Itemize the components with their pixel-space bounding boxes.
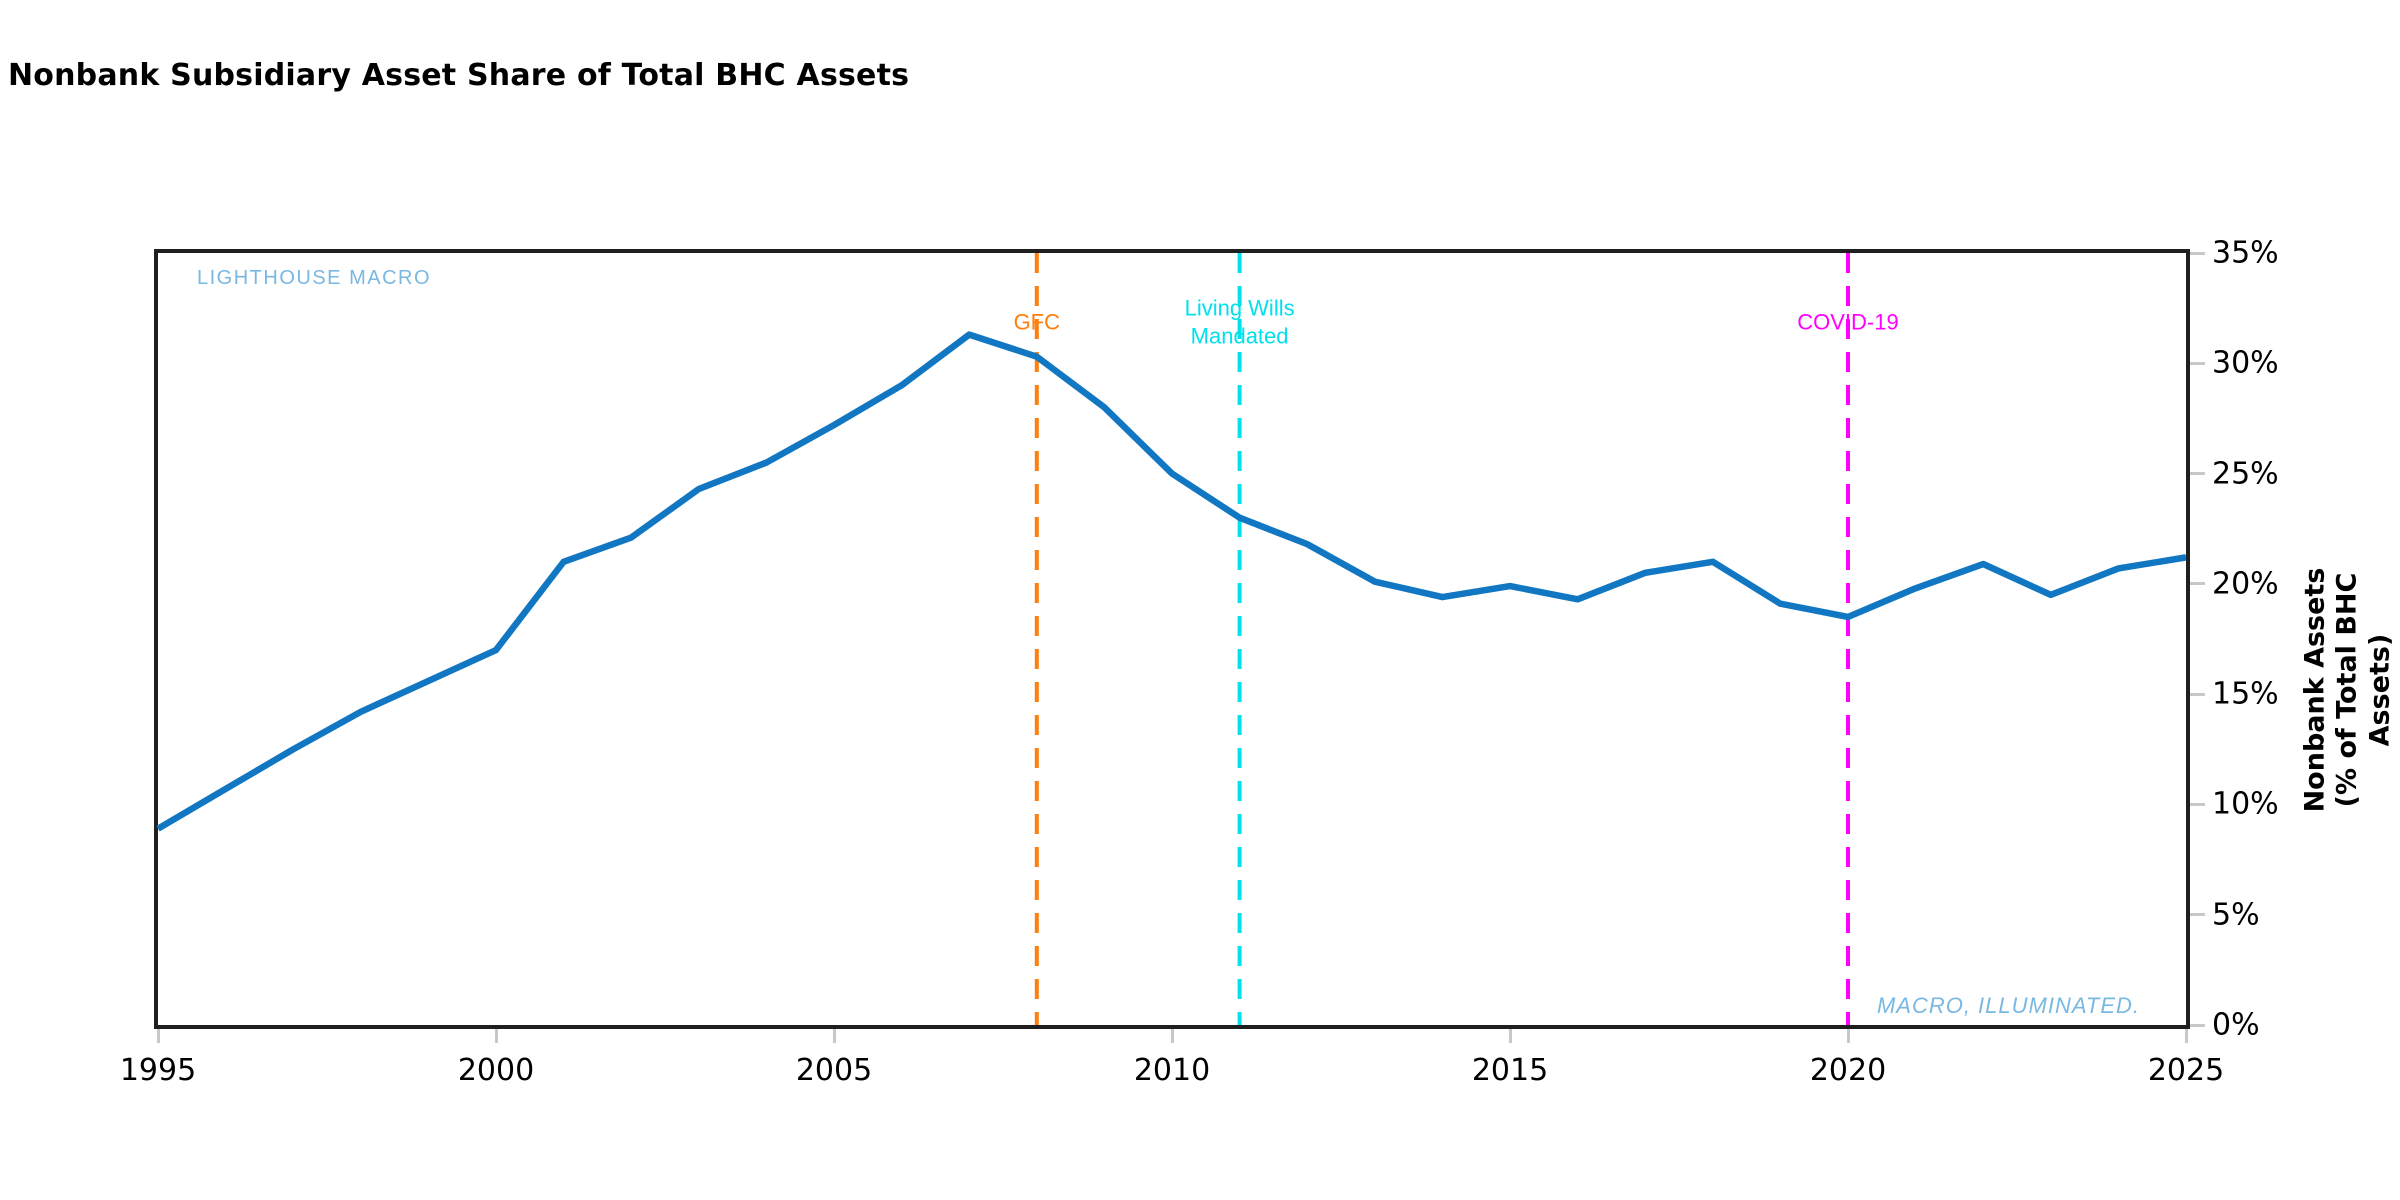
y-tick-mark (2190, 582, 2205, 586)
x-tick-label: 2000 (457, 1053, 535, 1088)
x-tick-label: 2005 (795, 1053, 873, 1088)
x-tick-mark (494, 1029, 498, 1043)
x-tick-label: 1995 (119, 1053, 197, 1088)
plot-area: LIGHTHOUSE MACRO MACRO, ILLUMINATED. GFC… (154, 249, 2190, 1029)
y-tick-label: 35% (2212, 235, 2279, 271)
y-tick-mark (2190, 361, 2205, 365)
x-tick-label: 2025 (2147, 1053, 2225, 1088)
line-chart-svg (156, 253, 2187, 1025)
y-axis-title-line: (% of Total BHC (2331, 572, 2363, 808)
x-tick-mark (1846, 1029, 1850, 1043)
event-label: GFC (1013, 309, 1061, 335)
y-tick-mark (2190, 251, 2205, 255)
data-line (156, 331, 2187, 832)
y-tick-label: 25% (2212, 456, 2279, 492)
chart-title: Nonbank Subsidiary Asset Share of Total … (8, 58, 910, 93)
y-tick-mark (2190, 692, 2205, 696)
watermark-macro-illuminated: MACRO, ILLUMINATED. (1876, 993, 2140, 1018)
x-tick-mark (1508, 1029, 1512, 1043)
y-tick-label: 15% (2212, 676, 2279, 712)
y-tick-label: 5% (2212, 897, 2260, 933)
event-label: COVID-19 (1797, 309, 1899, 335)
x-tick-label: 2020 (1809, 1053, 1887, 1088)
y-tick-mark (2190, 802, 2205, 806)
y-axis-title-line: Assets) (2364, 633, 2396, 747)
x-tick-mark (1170, 1029, 1174, 1043)
y-tick-mark (2190, 1023, 2205, 1027)
x-tick-mark (156, 1029, 160, 1043)
x-tick-label: 2015 (1471, 1053, 1549, 1088)
y-tick-label: 30% (2212, 345, 2279, 381)
x-tick-mark (832, 1029, 836, 1043)
y-tick-mark (2190, 913, 2205, 917)
y-axis-title-line: Nonbank Assets (2299, 567, 2331, 813)
event-label: Living Wills Mandated (1184, 295, 1295, 349)
y-tick-mark (2190, 472, 2205, 476)
y-axis-title: Nonbank Assets (% of Total BHC Assets) (2299, 568, 2396, 813)
x-tick-mark (2184, 1029, 2188, 1043)
x-tick-label: 2010 (1133, 1053, 1211, 1088)
watermark-lighthouse-macro: LIGHTHOUSE MACRO (197, 267, 432, 289)
y-tick-label: 10% (2212, 786, 2279, 822)
y-tick-label: 0% (2212, 1007, 2260, 1043)
y-tick-label: 20% (2212, 566, 2279, 602)
